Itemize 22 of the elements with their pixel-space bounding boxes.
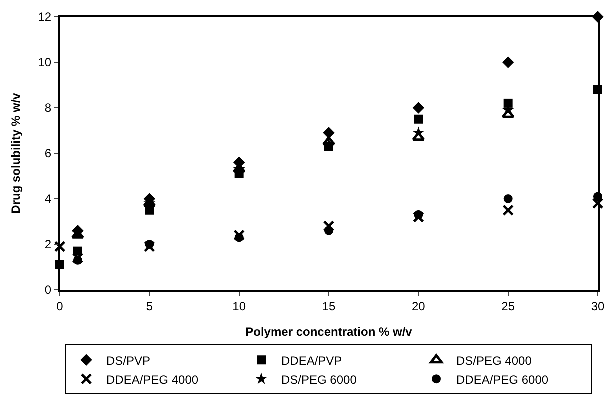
- y-tick-label: 2: [44, 238, 52, 252]
- y-tick-label: 4: [44, 192, 52, 206]
- x-tick-label: 10: [232, 299, 246, 314]
- x-tick-label: 20: [412, 299, 426, 314]
- legend-label: DDEA/PEG 6000: [456, 372, 549, 387]
- legend-label: DDEA/PEG 4000: [106, 372, 199, 387]
- legend-label: DS/PVP: [106, 354, 151, 368]
- y-tick-label: 8: [44, 101, 52, 116]
- x-tick-label: 5: [146, 299, 154, 314]
- y-axis-title: Drug solubility % w/v: [9, 92, 24, 214]
- y-tick-label: 0: [44, 283, 52, 298]
- x-tick-label: 25: [502, 299, 516, 314]
- legend-label: DS/PEG 6000: [282, 372, 358, 387]
- legend-label: DDEA/PVP: [282, 354, 342, 368]
- y-tick-label: 10: [38, 56, 52, 70]
- y-tick-label: 12: [38, 10, 52, 24]
- x-tick-label: 15: [322, 299, 336, 314]
- x-tick-label: 0: [56, 299, 64, 314]
- y-tick-label: 6: [44, 146, 52, 161]
- x-tick-label: 30: [591, 299, 605, 314]
- x-axis-title: Polymer concentration % w/v: [246, 324, 413, 339]
- legend-label: DS/PEG 4000: [456, 354, 532, 368]
